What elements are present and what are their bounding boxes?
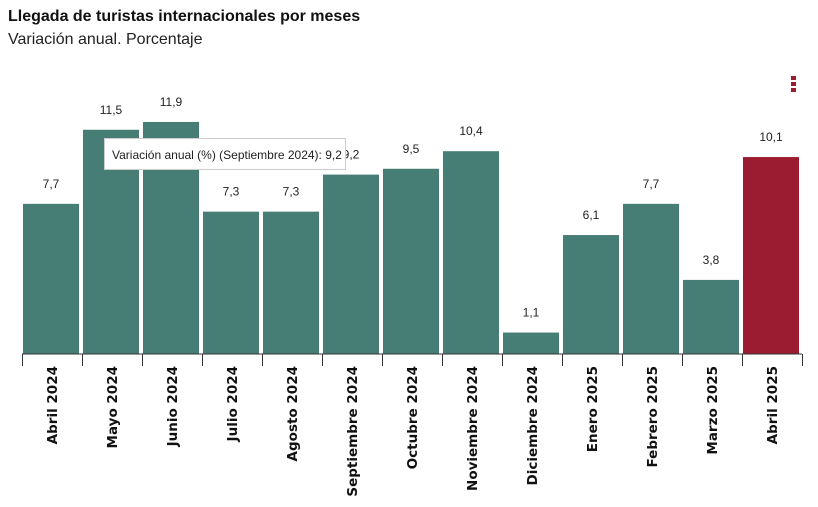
x-tick-label: Diciembre 2024	[525, 366, 541, 485]
bar[interactable]	[443, 151, 499, 354]
bar[interactable]	[203, 211, 259, 354]
bar[interactable]	[503, 332, 559, 354]
x-tick-label: Noviembre 2024	[465, 366, 481, 491]
data-label: 11,9	[160, 95, 183, 109]
bar[interactable]	[383, 168, 439, 354]
bar[interactable]	[323, 174, 379, 354]
chart-subtitle: Variación anual. Porcentaje	[8, 31, 203, 48]
x-tick-label: Enero 2025	[585, 366, 601, 452]
chart-title: Llegada de turistas internacionales por …	[8, 8, 361, 25]
bar[interactable]	[743, 157, 799, 354]
more-options-icon[interactable]	[791, 76, 796, 94]
data-label: 9,5	[403, 142, 420, 156]
x-tick-label: Mayo 2024	[105, 366, 121, 448]
bar[interactable]	[683, 279, 739, 354]
bar[interactable]	[23, 203, 79, 354]
x-tick-label: Septiembre 2024	[345, 366, 361, 497]
bar[interactable]	[563, 235, 619, 354]
data-label: 7,3	[223, 185, 240, 199]
bar[interactable]	[263, 211, 319, 354]
x-tick-label: Octubre 2024	[405, 366, 421, 469]
data-label: 1,1	[523, 306, 540, 320]
data-label: 7,7	[43, 177, 60, 191]
x-tick-label: Junio 2024	[165, 366, 181, 447]
data-label: 10,4	[459, 124, 483, 138]
x-tick-label: Abril 2024	[45, 366, 61, 444]
data-label: 7,3	[283, 185, 300, 199]
data-label: 3,8	[703, 253, 720, 267]
data-label: 6,1	[583, 208, 600, 222]
x-tick-label: Abril 2025	[765, 366, 781, 444]
x-tick-label: Julio 2024	[225, 366, 241, 442]
x-tick-label: Agosto 2024	[285, 366, 301, 461]
data-label: 10,1	[759, 130, 783, 144]
x-tick-label: Febrero 2025	[645, 366, 661, 468]
x-tick-label: Marzo 2025	[705, 366, 721, 455]
data-label: 9,2	[343, 148, 360, 162]
data-label: 7,7	[643, 177, 660, 191]
data-label: 11,5	[100, 103, 123, 117]
tooltip: Variación anual (%) (Septiembre 2024): 9…	[104, 138, 346, 170]
bar[interactable]	[623, 203, 679, 354]
